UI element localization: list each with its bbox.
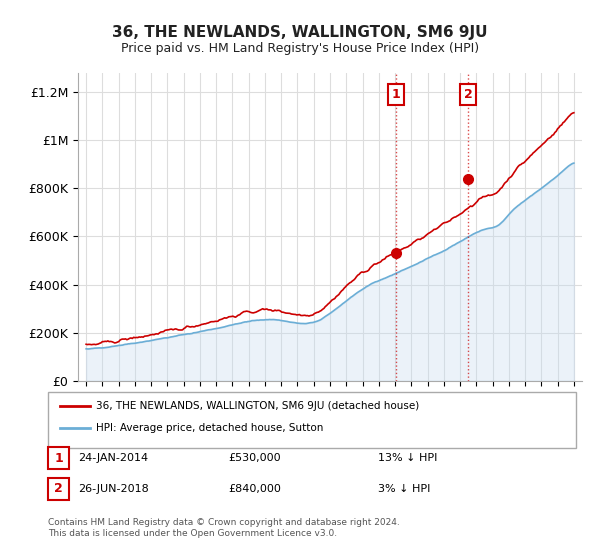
HPI: Average price, detached house, Sutton: (2.02e+03, 9.05e+05): Average price, detached house, Sutton: (… bbox=[570, 160, 577, 166]
Text: 3% ↓ HPI: 3% ↓ HPI bbox=[378, 484, 430, 494]
36, THE NEWLANDS, WALLINGTON, SM6 9JU (detached house) bbox=[88, 341, 95, 348]
Text: Price paid vs. HM Land Registry's House Price Index (HPI): Price paid vs. HM Land Registry's House … bbox=[121, 42, 479, 55]
Text: 1: 1 bbox=[54, 451, 63, 465]
36, THE NEWLANDS, WALLINGTON, SM6 9JU (detached house) bbox=[143, 333, 151, 339]
Text: £840,000: £840,000 bbox=[228, 484, 281, 494]
HPI: Average price, detached house, Sutton: (2.01e+03, 2.52e+05): Average price, detached house, Sutton: (… bbox=[254, 317, 261, 324]
Text: £530,000: £530,000 bbox=[228, 453, 281, 463]
Text: HPI: Average price, detached house, Sutton: HPI: Average price, detached house, Sutt… bbox=[96, 423, 323, 433]
36, THE NEWLANDS, WALLINGTON, SM6 9JU (detached house) bbox=[297, 312, 304, 319]
Text: 36, THE NEWLANDS, WALLINGTON, SM6 9JU (detached house): 36, THE NEWLANDS, WALLINGTON, SM6 9JU (d… bbox=[96, 401, 419, 411]
Text: 2: 2 bbox=[54, 482, 63, 496]
36, THE NEWLANDS, WALLINGTON, SM6 9JU (detached house) bbox=[544, 136, 551, 142]
Text: Contains HM Land Registry data © Crown copyright and database right 2024.
This d: Contains HM Land Registry data © Crown c… bbox=[48, 518, 400, 538]
Text: 24-JAN-2014: 24-JAN-2014 bbox=[78, 453, 148, 463]
36, THE NEWLANDS, WALLINGTON, SM6 9JU (detached house) bbox=[83, 341, 90, 348]
HPI: Average price, detached house, Sutton: (2e+03, 1.65e+05): Average price, detached house, Sutton: (… bbox=[143, 338, 151, 344]
HPI: Average price, detached house, Sutton: (2e+03, 1.33e+05): Average price, detached house, Sutton: (… bbox=[83, 346, 90, 352]
Text: 2: 2 bbox=[464, 88, 473, 101]
36, THE NEWLANDS, WALLINGTON, SM6 9JU (detached house) bbox=[229, 313, 236, 320]
36, THE NEWLANDS, WALLINGTON, SM6 9JU (detached house) bbox=[570, 109, 577, 116]
HPI: Average price, detached house, Sutton: (2.02e+03, 8.21e+05): Average price, detached house, Sutton: (… bbox=[544, 180, 551, 186]
36, THE NEWLANDS, WALLINGTON, SM6 9JU (detached house) bbox=[254, 308, 261, 315]
36, THE NEWLANDS, WALLINGTON, SM6 9JU (detached house) bbox=[245, 309, 253, 315]
HPI: Average price, detached house, Sutton: (2.01e+03, 2.38e+05): Average price, detached house, Sutton: (… bbox=[297, 320, 304, 327]
HPI: Average price, detached house, Sutton: (2.01e+03, 2.47e+05): Average price, detached house, Sutton: (… bbox=[245, 318, 253, 325]
Text: 13% ↓ HPI: 13% ↓ HPI bbox=[378, 453, 437, 463]
Line: HPI: Average price, detached house, Sutton: HPI: Average price, detached house, Sutt… bbox=[86, 163, 574, 349]
Text: 26-JUN-2018: 26-JUN-2018 bbox=[78, 484, 149, 494]
HPI: Average price, detached house, Sutton: (2e+03, 2.33e+05): Average price, detached house, Sutton: (… bbox=[229, 321, 236, 328]
Text: 36, THE NEWLANDS, WALLINGTON, SM6 9JU: 36, THE NEWLANDS, WALLINGTON, SM6 9JU bbox=[112, 25, 488, 40]
Text: 1: 1 bbox=[392, 88, 401, 101]
Line: 36, THE NEWLANDS, WALLINGTON, SM6 9JU (detached house): 36, THE NEWLANDS, WALLINGTON, SM6 9JU (d… bbox=[86, 113, 574, 344]
HPI: Average price, detached house, Sutton: (2e+03, 1.32e+05): Average price, detached house, Sutton: (… bbox=[85, 346, 92, 352]
